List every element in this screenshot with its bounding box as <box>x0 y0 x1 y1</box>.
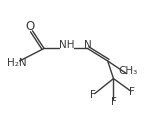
Text: F: F <box>111 97 116 107</box>
Text: NH: NH <box>59 40 74 50</box>
Text: N: N <box>84 40 91 50</box>
Text: O: O <box>25 20 34 33</box>
Text: F: F <box>129 87 135 97</box>
Text: F: F <box>90 90 96 100</box>
Text: CH₃: CH₃ <box>118 66 138 76</box>
Text: H₂N: H₂N <box>7 59 26 68</box>
